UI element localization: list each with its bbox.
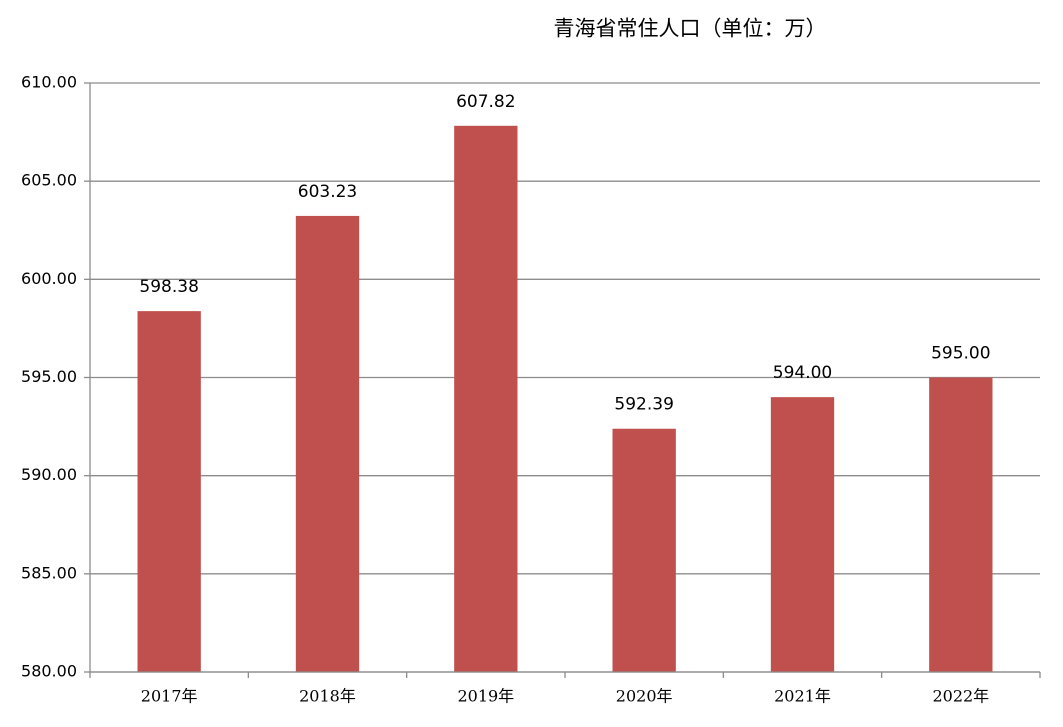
y-tick-label: 580.00 (21, 662, 77, 681)
x-tick-label: 2017年 (141, 687, 198, 706)
chart-title: 青海省常住人口（单位：万） (554, 17, 827, 41)
value-label: 603.23 (298, 182, 357, 202)
y-tick-label: 605.00 (21, 171, 77, 190)
value-label: 594.00 (773, 363, 832, 383)
bar (454, 125, 518, 673)
value-label: 598.38 (139, 277, 198, 297)
y-tick-label: 590.00 (21, 465, 77, 484)
bar (929, 377, 993, 672)
y-tick-label: 595.00 (21, 367, 77, 386)
x-tick-label: 2019年 (457, 687, 514, 706)
x-tick-label: 2021年 (774, 687, 831, 706)
value-label: 592.39 (614, 395, 673, 415)
x-tick-label: 2020年 (616, 687, 673, 706)
bar (612, 428, 676, 672)
y-tick-label: 610.00 (21, 73, 77, 92)
y-tick-label: 585.00 (21, 563, 77, 582)
bar (770, 397, 835, 672)
value-label: 595.00 (931, 344, 990, 364)
value-label: 607.82 (456, 92, 515, 112)
x-tick-label: 2022年 (932, 687, 989, 706)
bar (137, 311, 201, 672)
x-tick-label: 2018年 (299, 687, 356, 706)
bar (295, 215, 360, 672)
y-tick-label: 600.00 (21, 269, 77, 288)
